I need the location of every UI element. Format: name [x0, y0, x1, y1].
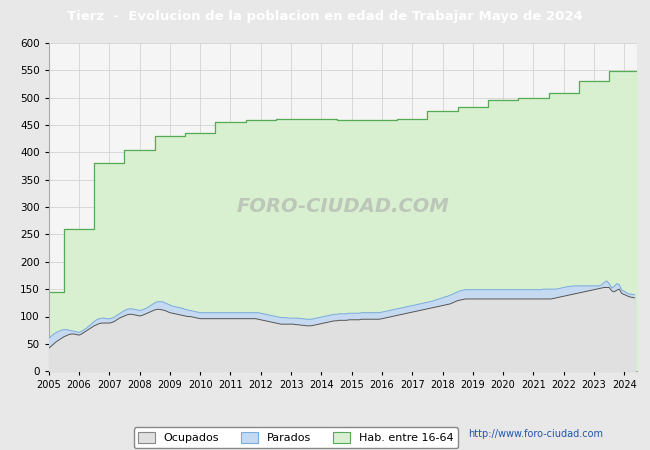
- Text: http://www.foro-ciudad.com: http://www.foro-ciudad.com: [468, 429, 603, 439]
- Text: Tierz  -  Evolucion de la poblacion en edad de Trabajar Mayo de 2024: Tierz - Evolucion de la poblacion en eda…: [67, 10, 583, 23]
- Text: FORO-CIUDAD.COM: FORO-CIUDAD.COM: [237, 198, 449, 216]
- Legend: Ocupados, Parados, Hab. entre 16-64: Ocupados, Parados, Hab. entre 16-64: [134, 428, 458, 448]
